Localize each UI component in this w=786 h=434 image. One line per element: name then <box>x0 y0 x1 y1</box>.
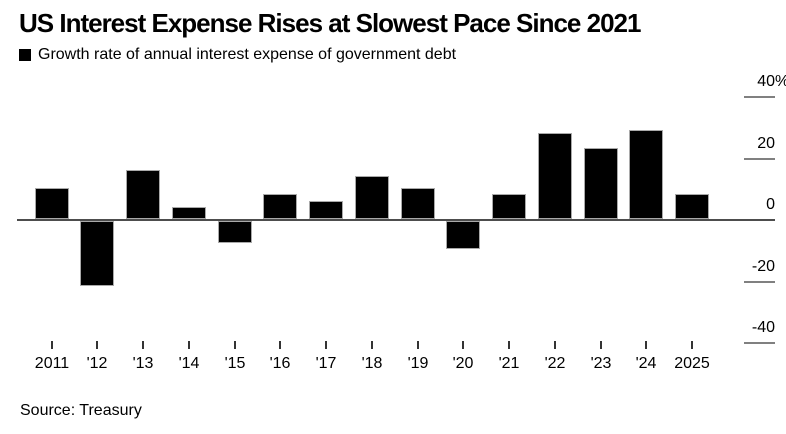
chart-title: US Interest Expense Rises at Slowest Pac… <box>19 8 641 38</box>
y-axis-label: 40% <box>757 73 786 91</box>
bar-21 <box>492 194 526 219</box>
source-note: Source: Treasury <box>20 402 142 419</box>
x-axis-label: '21 <box>498 355 520 372</box>
x-axis-tick <box>325 341 327 349</box>
y-axis-unit: % <box>775 73 786 91</box>
x-axis-label: '19 <box>407 355 429 372</box>
x-axis-tick <box>417 341 419 349</box>
bar-16 <box>263 194 297 219</box>
bar-22 <box>538 133 572 219</box>
bar-17 <box>309 201 343 219</box>
y-axis-tick <box>744 281 775 283</box>
x-axis-tick <box>371 341 373 349</box>
legend-swatch-icon <box>19 49 31 61</box>
x-axis-label: '15 <box>224 355 246 372</box>
x-axis-label: '23 <box>590 355 612 372</box>
x-axis-tick <box>554 341 556 349</box>
x-axis-tick <box>508 341 510 349</box>
y-axis-tick <box>744 342 775 344</box>
bar-2011 <box>35 188 69 219</box>
x-axis-tick <box>234 341 236 349</box>
bar-12 <box>80 221 114 286</box>
x-axis-label: '14 <box>178 355 200 372</box>
x-axis-label: '16 <box>269 355 291 372</box>
y-axis-label-number: 40 <box>757 73 775 90</box>
y-axis-tick <box>744 96 775 98</box>
x-axis-zero-line <box>17 219 775 221</box>
x-axis-tick <box>279 341 281 349</box>
y-axis-label: 0 <box>766 196 775 213</box>
legend: Growth rate of annual interest expense o… <box>19 46 456 64</box>
x-axis-tick <box>142 341 144 349</box>
x-axis-label: '18 <box>361 355 383 372</box>
bar-18 <box>355 176 389 219</box>
x-axis-label: '17 <box>315 355 337 372</box>
legend-label: Growth rate of annual interest expense o… <box>38 46 457 63</box>
x-axis-label: 2025 <box>674 355 710 372</box>
x-axis-tick <box>96 341 98 349</box>
x-axis-label: '22 <box>544 355 566 372</box>
bar-24 <box>629 130 663 219</box>
y-axis-tick <box>744 158 775 160</box>
x-axis-label: 2011 <box>34 355 70 372</box>
bar-14 <box>172 207 206 219</box>
bar-20 <box>446 221 480 249</box>
x-axis-label: '13 <box>132 355 154 372</box>
x-axis-tick <box>691 341 693 349</box>
x-axis-label: '20 <box>452 355 474 372</box>
x-axis-tick <box>51 341 53 349</box>
x-axis-tick <box>645 341 647 349</box>
bar-2025 <box>675 194 709 219</box>
bar-23 <box>584 148 618 219</box>
bar-13 <box>126 170 160 219</box>
y-axis-label: 20 <box>757 135 775 152</box>
x-axis-tick <box>600 341 602 349</box>
x-axis-label: '24 <box>635 355 657 372</box>
y-axis-label: -20 <box>751 258 775 275</box>
bar-15 <box>218 221 252 243</box>
y-axis-label: -40 <box>751 319 775 336</box>
x-axis-label: '12 <box>86 355 108 372</box>
x-axis-tick <box>462 341 464 349</box>
bar-19 <box>401 188 435 219</box>
x-axis-tick <box>188 341 190 349</box>
